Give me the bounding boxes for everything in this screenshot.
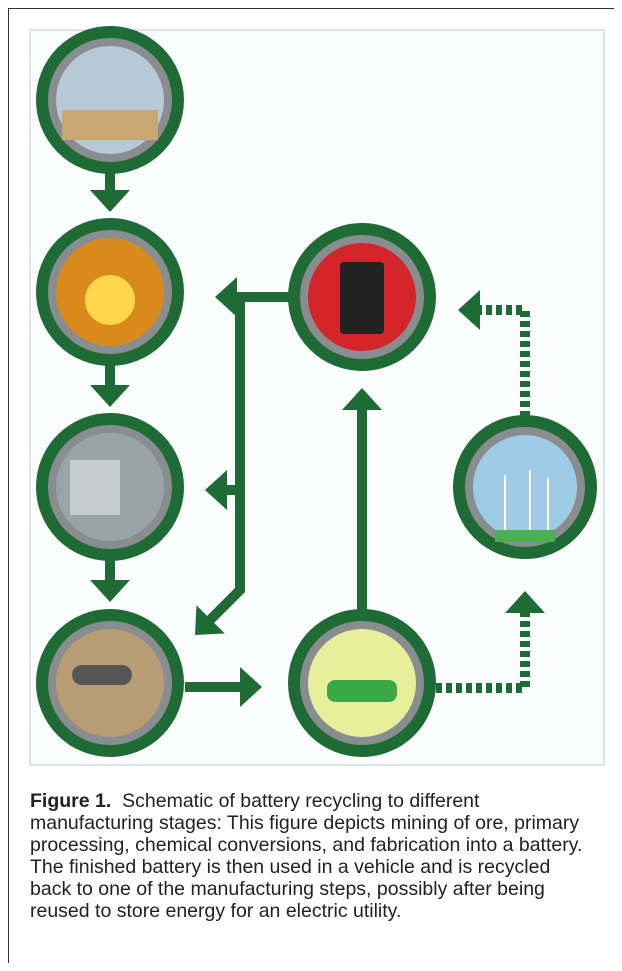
- page: Figure 1. Schematic of battery recycling…: [0, 0, 622, 971]
- caption-label: Figure 1.: [30, 790, 111, 812]
- caption: Figure 1. Schematic of battery recycling…: [30, 790, 595, 922]
- diagram: [0, 0, 622, 780]
- caption-text: Schematic of battery recycling to differ…: [30, 790, 582, 922]
